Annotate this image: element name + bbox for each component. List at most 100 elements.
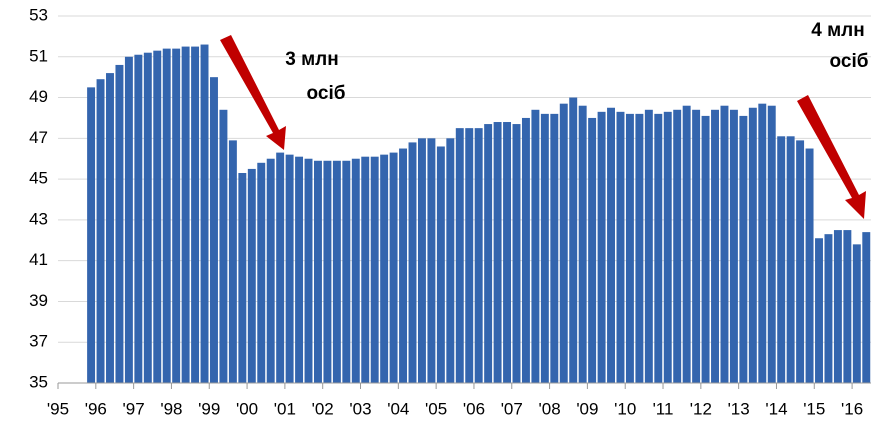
bar	[314, 160, 322, 383]
bar	[758, 103, 767, 383]
annotation: 4 млн	[811, 20, 864, 41]
bar	[304, 158, 313, 383]
y-tick-label: 43	[29, 209, 48, 228]
bar	[191, 46, 200, 383]
x-tick-label: '99	[198, 399, 220, 418]
bar	[323, 160, 332, 383]
annotation: осіб	[307, 83, 346, 104]
bar	[219, 109, 228, 384]
x-tick-label: '14	[765, 399, 787, 418]
bar	[181, 46, 190, 383]
bar	[361, 156, 370, 383]
y-tick-label: 49	[29, 87, 48, 106]
bar	[748, 107, 757, 383]
bar	[389, 152, 398, 383]
bar	[370, 156, 379, 383]
bar	[862, 232, 871, 383]
bar	[824, 234, 833, 383]
bar	[635, 113, 644, 383]
bar	[332, 160, 341, 383]
x-tick-label: '95	[47, 399, 69, 418]
y-tick-label: 47	[29, 128, 48, 147]
bar	[711, 109, 719, 384]
y-tick-label: 41	[29, 250, 48, 269]
bar	[805, 148, 814, 383]
x-tick-label: '04	[387, 399, 409, 418]
bar	[777, 136, 786, 383]
annotation: осіб	[830, 51, 869, 72]
bar	[843, 230, 852, 383]
bar	[351, 158, 360, 383]
x-tick-label: '97	[123, 399, 145, 418]
bar	[399, 148, 408, 383]
y-tick-label: 53	[29, 5, 48, 24]
bar	[342, 160, 351, 383]
bar	[597, 111, 606, 384]
bar	[266, 158, 275, 383]
bar	[767, 105, 776, 383]
bar	[153, 50, 162, 384]
bar	[540, 113, 549, 383]
bars	[87, 44, 871, 384]
bar	[729, 109, 738, 384]
bar	[408, 142, 417, 383]
x-tick-label: '02	[312, 399, 334, 418]
x-tick-label: '98	[160, 399, 182, 418]
bar	[503, 122, 512, 384]
bar	[295, 156, 304, 383]
bar	[625, 113, 634, 383]
annotation: 3 млн	[285, 49, 338, 70]
bar	[285, 154, 294, 383]
x-tick-label: '03	[349, 399, 371, 418]
y-tick-label: 37	[29, 332, 48, 351]
x-tick-label: '96	[85, 399, 107, 418]
bar	[247, 168, 256, 383]
bar	[607, 107, 615, 383]
bar	[569, 97, 578, 384]
bar	[228, 140, 237, 383]
x-tick-label: '06	[463, 399, 485, 418]
x-tick-label: '01	[274, 399, 296, 418]
x-tick-label: '13	[728, 399, 750, 418]
bar	[87, 87, 96, 383]
x-tick-label: '05	[425, 399, 447, 418]
bar	[115, 64, 124, 383]
bar	[833, 230, 842, 383]
bar	[559, 103, 568, 383]
bar	[143, 52, 152, 383]
bar	[446, 138, 455, 383]
bar	[436, 146, 445, 383]
bar	[682, 105, 691, 383]
bar	[134, 54, 143, 383]
bar	[512, 124, 521, 384]
bar	[465, 128, 474, 383]
bar	[786, 136, 795, 383]
bar	[380, 154, 389, 383]
bar	[692, 109, 701, 384]
bar	[521, 117, 530, 383]
bar	[417, 138, 426, 383]
bar	[276, 152, 285, 383]
bar	[815, 238, 823, 383]
x-tick-label: '00	[236, 399, 258, 418]
bar	[96, 79, 105, 383]
x-tick-label: '15	[803, 399, 825, 418]
bar	[588, 117, 597, 383]
y-tick-label: 39	[29, 291, 48, 310]
bar	[644, 109, 653, 384]
bar	[210, 77, 218, 384]
x-tick-label: '08	[539, 399, 561, 418]
bar	[663, 111, 672, 384]
bar	[673, 109, 682, 384]
bar	[852, 244, 861, 383]
arrow	[220, 35, 286, 150]
x-tick-label: '10	[614, 399, 636, 418]
bar	[550, 113, 559, 383]
bar	[739, 115, 748, 384]
bar	[162, 48, 171, 383]
y-tick-label: 51	[29, 46, 48, 65]
y-tick-label: 45	[29, 169, 48, 188]
bar	[106, 73, 114, 383]
